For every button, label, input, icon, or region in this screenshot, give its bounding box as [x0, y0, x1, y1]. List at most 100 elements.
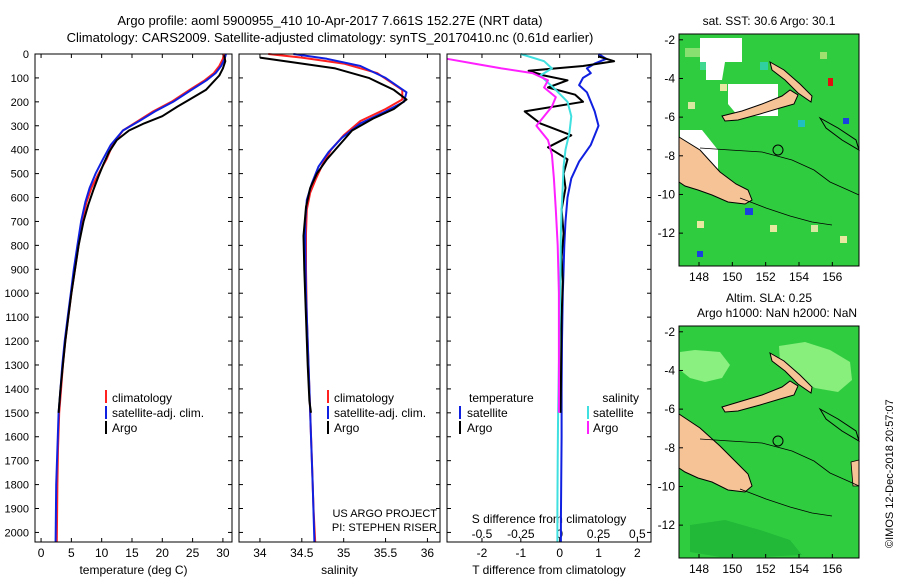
series-line-argo	[259, 56, 408, 413]
x-axis-label: salinity	[321, 563, 358, 577]
map-lon-label: 148	[689, 562, 709, 576]
secondary-tick-label: 0.25	[587, 527, 611, 541]
bathymetry-contour	[739, 197, 833, 226]
bathymetry-contour	[699, 438, 860, 487]
altimetry-map-title2: Argo h1000: NaN h2000: NaN	[697, 306, 857, 320]
secondary-tick-label: -0.5	[472, 527, 493, 541]
argo-float-marker	[772, 144, 784, 156]
x-tick-label: 30	[216, 546, 230, 560]
difference-panel: -2 -1 0 1 2 T difference from climatology S di…	[446, 53, 652, 577]
x-tick-label: 36	[421, 546, 435, 560]
map-lat-label: -4	[664, 71, 675, 85]
depth-tick-label: 1200	[5, 336, 29, 348]
altimetry-map: Altim. SLA: 0.25 Argo h1000: NaN h2000: …	[658, 291, 860, 576]
depth-tick-label: 200	[11, 97, 29, 109]
map-lat-label: -6	[664, 110, 675, 124]
x-tick-label: 34	[253, 546, 267, 560]
x-axis-label: temperature (deg C)	[79, 563, 187, 577]
depth-tick-label: 400	[11, 145, 29, 157]
series-line-climatology	[268, 53, 404, 543]
series-line-salinity-argo	[446, 57, 560, 413]
x-tick-label: 15	[125, 546, 139, 560]
plot-frame	[446, 53, 652, 543]
x-tick-label: 2	[634, 546, 641, 560]
depth-tick-label: 1000	[5, 288, 29, 300]
legend-satellite-label: satellite-adj. clim.	[334, 406, 426, 420]
depth-tick-label: 0	[23, 49, 29, 61]
legend-argo-label: Argo	[112, 421, 138, 435]
depth-tick-label: 900	[11, 264, 29, 276]
depth-tick-label: 800	[11, 240, 29, 252]
new-ireland-land	[769, 60, 813, 103]
map-lon-label: 152	[756, 270, 776, 284]
new-ireland-land	[769, 351, 813, 394]
legend-satellite-label: satellite-adj. clim.	[112, 406, 204, 420]
legend-climatology-label: climatology	[112, 391, 172, 405]
x-axis-label: T difference from climatology	[472, 563, 626, 577]
x-tick-label: -2	[477, 546, 488, 560]
legend-temperature-header: temperature	[469, 391, 534, 405]
plot-frame	[34, 53, 233, 543]
figure-title-line2: Climatology: CARS2009. Satellite-adjuste…	[67, 30, 594, 45]
sst-map-cloud-gap	[700, 38, 742, 80]
map-lat-label: -4	[664, 363, 675, 377]
new-britain-land	[721, 89, 799, 122]
depth-tick-label: 300	[11, 121, 29, 133]
map-lon-label: 154	[789, 562, 809, 576]
legend-temp-argo-label: Argo	[467, 421, 493, 435]
x-tick-label: 0	[38, 546, 45, 560]
difference-legend: temperature satellite Argo salinity sate…	[459, 391, 639, 435]
series-line-climatology	[55, 53, 226, 543]
credits-line2: PI: STEPHEN RISER	[332, 522, 437, 534]
x-tick-label: -1	[515, 546, 526, 560]
map-lon-label: 152	[756, 562, 776, 576]
map-lat-label: -8	[664, 149, 675, 163]
sst-map-frame	[678, 33, 860, 267]
x-tick-label: 5	[68, 546, 75, 560]
x-tick-label: 0	[556, 546, 563, 560]
new-guinea-land	[678, 413, 753, 493]
x-tick-label: 34.5	[290, 546, 314, 560]
secondary-axis-label: S difference from climatology	[472, 512, 627, 526]
credits-line1: US ARGO PROJECT	[332, 508, 437, 520]
depth-tick-label: 1800	[5, 480, 29, 492]
x-tick-label: 1	[595, 546, 602, 560]
map-lat-label: -10	[658, 187, 676, 201]
depth-axis: 0 100 200 300 400 500 600 700 800 900 1000 1100 1200…	[5, 49, 29, 539]
map-lon-label: 156	[822, 270, 842, 284]
map-lon-label: 150	[722, 562, 742, 576]
map-lat-label: -8	[664, 441, 675, 455]
secondary-tick-label: 0	[556, 527, 563, 541]
altimetry-anomaly-low	[690, 520, 802, 557]
depth-tick-label: 2000	[5, 527, 29, 539]
altimetry-map-frame	[678, 325, 860, 559]
legend-temp-satellite-label: satellite	[467, 406, 508, 420]
depth-tick-label: 600	[11, 193, 29, 205]
sst-map-title: sat. SST: 30.6 Argo: 30.1	[703, 14, 836, 28]
temperature-panel: 0 5 10 15 20 25 30 temperature (deg C)	[34, 53, 233, 577]
argo-float-marker	[772, 435, 784, 447]
bathymetry-contour	[699, 147, 860, 196]
map-lon-label: 148	[689, 270, 709, 284]
series-line-satellite-adj-clim-	[54, 53, 227, 543]
map-lat-label: -12	[658, 226, 676, 240]
map-lat-label: -10	[658, 479, 676, 493]
figure-title-line1: Argo profile: aoml 5900955_410 10-Apr-20…	[117, 13, 542, 28]
map-lat-label: -12	[658, 518, 676, 532]
x-tick-label: 25	[186, 546, 200, 560]
sst-map: sat. SST: 30.6 Argo: 30.1	[658, 14, 860, 284]
map-lon-label: 150	[722, 270, 742, 284]
depth-tick-label: 1600	[5, 432, 29, 444]
plot-frame	[238, 53, 441, 543]
legend-climatology-label: climatology	[334, 391, 394, 405]
map-lat-label: -6	[664, 402, 675, 416]
depth-tick-label: 1100	[5, 312, 29, 324]
series-line-temperature-satellite	[559, 53, 608, 542]
depth-tick-label: 100	[11, 73, 29, 85]
depth-tick-label: 1900	[5, 504, 29, 516]
altimetry-anomaly-high	[779, 342, 852, 392]
salinity-panel: 34 34.5 35 35.5 36 salinity	[238, 53, 441, 577]
legend-salinity-header: salinity	[602, 391, 639, 405]
depth-tick-label: 700	[11, 216, 29, 228]
sst-map-axes: 148 150 152 154 156 -2 -4 -6 -8 -10 -12	[658, 33, 843, 284]
